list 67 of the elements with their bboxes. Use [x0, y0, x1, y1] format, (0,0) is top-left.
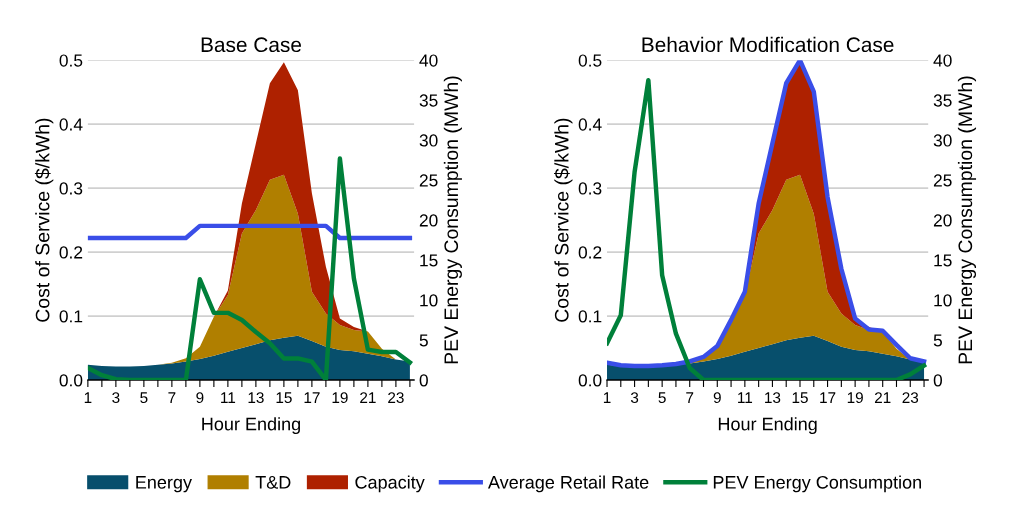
- legend-label: Capacity: [355, 475, 425, 493]
- x-axis-title: Hour Ending: [202, 417, 301, 434]
- y2-tick-label: 25: [933, 174, 952, 187]
- x-tick-label: 19: [332, 392, 348, 404]
- y-tick-label: 0.1: [578, 310, 602, 323]
- x-tick-label: 3: [112, 392, 120, 404]
- x-tick-label: 17: [820, 392, 836, 403]
- x-tick-label: 3: [630, 392, 639, 404]
- y2-tick-label: 0: [419, 374, 428, 387]
- x-tick-label: 13: [765, 392, 781, 404]
- y-tick-label: 0.3: [59, 182, 83, 195]
- y-tick-label: 0.0: [578, 374, 602, 387]
- legend-label: Energy: [136, 476, 192, 493]
- legend-label: T&D: [255, 476, 291, 489]
- chart-title: Base Case: [201, 37, 302, 53]
- y2-tick-label: 30: [419, 134, 438, 147]
- y-tick-label: 0.3: [578, 182, 602, 195]
- x-tick-label: 21: [874, 392, 891, 403]
- x-tick-label: 5: [658, 392, 666, 404]
- x-tick-label: 9: [713, 392, 721, 404]
- y2-tick-label: 0: [933, 374, 943, 387]
- y-tick-label: 0.2: [578, 246, 602, 259]
- x-tick-label: 19: [847, 392, 863, 404]
- y2-tick-label: 5: [933, 334, 942, 347]
- x-tick-label: 17: [304, 392, 320, 403]
- y-tick-label: 0.1: [59, 310, 83, 323]
- x-tick-label: 13: [248, 392, 264, 404]
- y2-tick-label: 15: [420, 254, 438, 267]
- x-tick-label: 11: [221, 392, 236, 403]
- y2-tick-label: 20: [933, 214, 952, 227]
- x-axis-title: Hour Ending: [718, 417, 817, 434]
- y2-tick-label: 30: [933, 134, 952, 147]
- y2-tick-label: 35: [933, 94, 952, 107]
- y-tick-label: 0.5: [578, 54, 602, 67]
- x-tick-label: 23: [902, 392, 919, 404]
- y-tick-label: 0.2: [59, 246, 83, 259]
- x-tick-label: 9: [196, 392, 204, 404]
- x-tick-label: 11: [738, 392, 753, 403]
- y2-tick-label: 40: [419, 54, 438, 67]
- y-tick-label: 0.4: [578, 118, 602, 131]
- y2-tick-label: 40: [933, 54, 952, 67]
- y2-axis-title: PEV Energy Consumption (MWh): [957, 76, 977, 364]
- y-tick-label: 0.5: [59, 54, 83, 67]
- chart-title: Behavior Modification Case: [642, 36, 894, 53]
- y-axis-title: Cost of Service ($/kWh): [34, 118, 54, 322]
- y2-tick-label: 25: [419, 174, 438, 187]
- x-tick-label: 1: [603, 392, 611, 403]
- y2-tick-label: 5: [419, 334, 428, 347]
- y2-tick-label: 35: [419, 94, 438, 107]
- x-tick-label: 1: [84, 392, 92, 403]
- y2-tick-label: 10: [420, 294, 438, 307]
- y2-tick-label: 10: [934, 294, 952, 307]
- y2-tick-label: 20: [419, 214, 438, 227]
- x-tick-label: 21: [360, 392, 376, 403]
- x-tick-label: 23: [388, 392, 404, 404]
- y2-axis-title: PEV Energy Consumption (MWh): [443, 76, 462, 364]
- x-tick-label: 15: [792, 392, 808, 404]
- x-tick-label: 5: [140, 392, 148, 404]
- legend-label: Average Retail Rate: [487, 475, 649, 493]
- y-tick-label: 0.4: [59, 118, 83, 131]
- legend-label: PEV Energy Consumption: [713, 475, 921, 493]
- y-axis-title: Cost of Service ($/kWh): [554, 118, 573, 322]
- x-tick-label: 7: [168, 392, 176, 403]
- x-tick-label: 15: [276, 392, 292, 404]
- x-tick-label: 7: [686, 392, 694, 403]
- y2-tick-label: 15: [934, 254, 952, 267]
- y-tick-label: 0.0: [59, 374, 83, 387]
